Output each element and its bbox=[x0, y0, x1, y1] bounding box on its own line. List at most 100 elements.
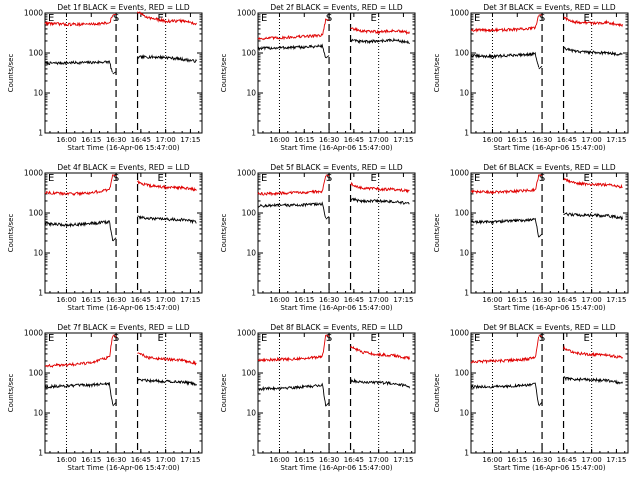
series-lld-trace bbox=[44, 336, 114, 368]
y-tick-label: 1 bbox=[464, 449, 469, 458]
x-tick-label: 16:30 bbox=[532, 456, 552, 464]
x-tick-label: 16:45 bbox=[131, 136, 151, 144]
x-tick-label: 17:15 bbox=[180, 456, 200, 464]
x-axis-label: Start Time (16-Apr-06 15:47:00) bbox=[493, 144, 605, 152]
y-axis-label: Counts/sec bbox=[7, 54, 15, 93]
marker-label-s: S bbox=[539, 333, 545, 344]
y-tick-label: 1 bbox=[251, 129, 256, 138]
series-lld-trace bbox=[112, 334, 117, 338]
marker-label-e: E bbox=[474, 13, 480, 24]
series-lld-trace bbox=[325, 18, 330, 21]
x-axis-label: Start Time (16-Apr-06 15:47:00) bbox=[67, 304, 179, 312]
series-events-trace bbox=[137, 378, 197, 387]
x-tick-label: 16:00 bbox=[269, 136, 289, 144]
marker-label-s: S bbox=[539, 13, 545, 24]
series-lld-trace bbox=[137, 179, 197, 192]
x-tick-label: 17:15 bbox=[393, 456, 413, 464]
y-tick-label: 10 bbox=[459, 89, 469, 98]
marker-label-e: E bbox=[474, 173, 480, 184]
x-tick-label: 17:00 bbox=[369, 456, 389, 464]
marker-label-e: E bbox=[584, 13, 590, 24]
chart-title: Det 6f BLACK = Events, RED = LLD bbox=[483, 163, 616, 172]
x-tick-label: 16:15 bbox=[81, 136, 101, 144]
marker-label-s: S bbox=[113, 13, 119, 24]
y-tick-label: 1000 bbox=[450, 329, 469, 338]
y-tick-label: 10 bbox=[459, 249, 469, 258]
marker-label-e: E bbox=[158, 333, 164, 344]
y-tick-label: 1 bbox=[464, 129, 469, 138]
series-lld-trace bbox=[350, 181, 410, 194]
x-tick-label: 16:45 bbox=[557, 296, 577, 304]
y-tick-label: 10 bbox=[246, 409, 256, 418]
series-lld-trace bbox=[257, 18, 327, 41]
series-lld-trace bbox=[137, 352, 197, 366]
series-events-trace bbox=[44, 59, 114, 73]
marker-label-s: S bbox=[539, 173, 545, 184]
x-tick-label: 17:00 bbox=[369, 136, 389, 144]
y-tick-label: 100 bbox=[29, 49, 44, 58]
marker-label-e: E bbox=[158, 173, 164, 184]
series-events-trace bbox=[563, 376, 623, 385]
series-lld-trace bbox=[538, 174, 543, 176]
plot-frame bbox=[44, 332, 203, 454]
x-tick-label: 16:30 bbox=[319, 296, 339, 304]
series-lld-trace bbox=[350, 26, 410, 36]
x-axis-label: Start Time (16-Apr-06 15:47:00) bbox=[280, 464, 392, 472]
x-tick-label: 16:00 bbox=[56, 136, 76, 144]
series-lld-trace bbox=[112, 174, 117, 177]
marker-label-e: E bbox=[261, 13, 267, 24]
series-lld-trace bbox=[350, 345, 410, 361]
series-events-trace bbox=[257, 201, 327, 219]
plot-frame bbox=[470, 332, 629, 454]
series-events-trace bbox=[350, 378, 410, 389]
series-events-trace bbox=[325, 55, 330, 59]
y-tick-label: 1000 bbox=[24, 329, 43, 338]
y-tick-label: 100 bbox=[455, 209, 470, 218]
x-tick-label: 16:30 bbox=[532, 296, 552, 304]
y-tick-label: 1 bbox=[38, 289, 43, 298]
x-axis-label: Start Time (16-Apr-06 15:47:00) bbox=[280, 144, 392, 152]
marker-label-e: E bbox=[158, 13, 164, 24]
x-tick-label: 17:15 bbox=[180, 296, 200, 304]
marker-label-e: E bbox=[584, 173, 590, 184]
series-lld-trace bbox=[563, 177, 623, 189]
plot-frame bbox=[257, 332, 416, 454]
chart-title: Det 2f BLACK = Events, RED = LLD bbox=[270, 3, 403, 12]
series-events-trace bbox=[563, 46, 623, 57]
series-lld-trace bbox=[44, 174, 114, 197]
marker-label-e: E bbox=[371, 13, 377, 24]
y-axis-label: Counts/sec bbox=[7, 374, 15, 413]
series-lld-trace bbox=[470, 174, 540, 195]
plot-frame bbox=[257, 12, 416, 134]
chart-title: Det 1f BLACK = Events, RED = LLD bbox=[57, 3, 190, 12]
x-tick-label: 17:15 bbox=[606, 456, 626, 464]
x-tick-label: 17:15 bbox=[180, 136, 200, 144]
y-axis-label: Counts/sec bbox=[220, 374, 228, 413]
series-lld-trace bbox=[538, 334, 543, 338]
series-events-trace bbox=[112, 402, 117, 407]
series-events-trace bbox=[538, 401, 543, 407]
marker-label-e: E bbox=[261, 173, 267, 184]
series-lld-trace bbox=[44, 15, 114, 28]
x-tick-label: 17:00 bbox=[582, 136, 602, 144]
series-lld-trace bbox=[470, 336, 540, 365]
x-tick-label: 16:45 bbox=[131, 296, 151, 304]
y-tick-label: 10 bbox=[246, 89, 256, 98]
series-events-trace bbox=[350, 197, 410, 205]
x-tick-label: 16:00 bbox=[56, 296, 76, 304]
y-tick-label: 1000 bbox=[24, 9, 43, 18]
series-events-trace bbox=[137, 54, 197, 63]
x-tick-label: 16:30 bbox=[106, 296, 126, 304]
y-tick-label: 1000 bbox=[237, 329, 256, 338]
plot-frame bbox=[470, 172, 629, 294]
series-lld-trace bbox=[137, 11, 197, 26]
y-axis-label: Counts/sec bbox=[220, 214, 228, 253]
y-tick-label: 10 bbox=[33, 409, 43, 418]
y-axis-label: Counts/sec bbox=[7, 214, 15, 253]
series-lld-trace bbox=[471, 15, 540, 34]
x-tick-label: 16:15 bbox=[507, 136, 527, 144]
x-tick-label: 17:15 bbox=[606, 136, 626, 144]
series-lld-trace bbox=[257, 334, 327, 363]
series-events-trace bbox=[538, 233, 543, 238]
